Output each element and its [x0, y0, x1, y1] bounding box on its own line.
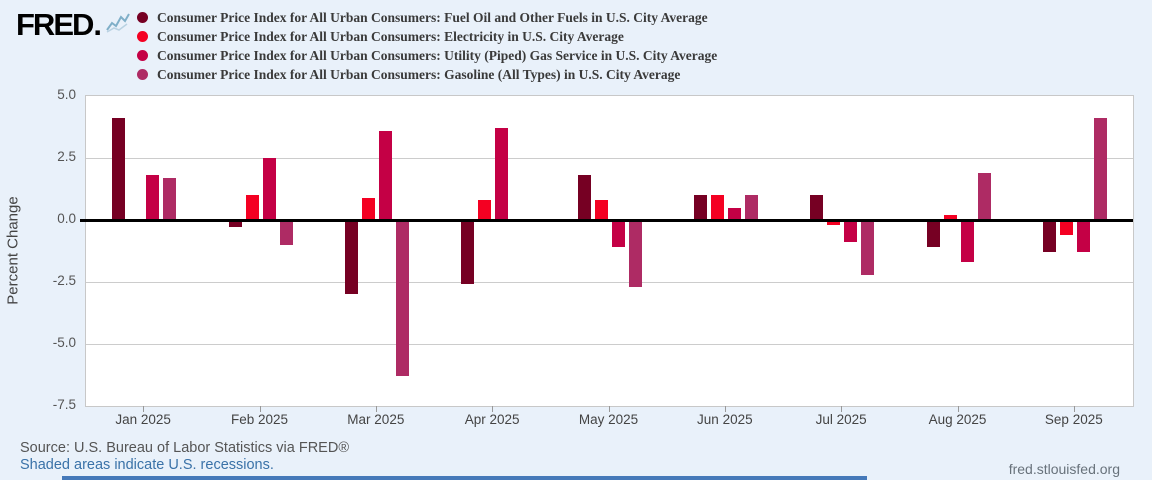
bar-gasoline-jul-2025[interactable] [861, 220, 875, 275]
bar-utility-gas-aug-2025[interactable] [960, 220, 974, 263]
bar-gasoline-sep-2025[interactable] [1093, 118, 1107, 220]
y-tick-label-2.5: 2.5 [57, 149, 76, 164]
legend-item-utility-gas: Consumer Price Index for All Urban Consu… [137, 47, 717, 64]
bar-gasoline-feb-2025[interactable] [279, 220, 293, 245]
x-tick-mark-sep-2025 [1073, 406, 1075, 412]
bar-utility-gas-sep-2025[interactable] [1076, 220, 1090, 253]
legend-label-utility-gas[interactable]: Consumer Price Index for All Urban Consu… [157, 47, 718, 63]
legend-dot-utility-gas [137, 50, 148, 61]
y-tick-label--7.5: -7.5 [52, 397, 76, 412]
y-axis-title: Percent Change [4, 196, 22, 305]
x-tick-label-mar-2025: Mar 2025 [347, 412, 405, 427]
source-note: Source: U.S. Bureau of Labor Statistics … [20, 440, 350, 456]
bar-utility-gas-apr-2025[interactable] [495, 128, 509, 220]
bottom-blue-bar [62, 476, 867, 480]
bar-fuel-oil-mar-2025[interactable] [344, 220, 358, 295]
x-tick-mark-may-2025 [608, 406, 610, 412]
bar-electricity-aug-2025[interactable] [943, 215, 957, 220]
bar-gasoline-mar-2025[interactable] [395, 220, 409, 377]
bar-fuel-oil-may-2025[interactable] [577, 175, 591, 220]
bar-electricity-sep-2025[interactable] [1059, 220, 1073, 235]
x-tick-label-apr-2025: Apr 2025 [464, 412, 520, 427]
bar-fuel-oil-feb-2025[interactable] [228, 220, 242, 228]
x-tick-label-may-2025: May 2025 [578, 412, 639, 427]
legend-item-fuel-oil: Consumer Price Index for All Urban Consu… [137, 9, 717, 26]
bar-gasoline-aug-2025[interactable] [977, 172, 991, 220]
legend-dot-electricity [137, 31, 148, 42]
plot-area [80, 95, 1134, 407]
bar-utility-gas-jun-2025[interactable] [727, 207, 741, 220]
fred-logo-dot: . [93, 7, 103, 42]
x-tick-mark-jun-2025 [724, 406, 726, 412]
bar-fuel-oil-jun-2025[interactable] [693, 195, 707, 220]
bar-electricity-mar-2025[interactable] [361, 197, 375, 220]
recession-note-link[interactable]: Shaded areas indicate U.S. recessions. [20, 457, 274, 473]
y-tick-label--5.0: -5.0 [52, 335, 76, 350]
bar-gasoline-jan-2025[interactable] [163, 177, 177, 220]
bar-utility-gas-mar-2025[interactable] [378, 130, 392, 220]
bar-electricity-jul-2025[interactable] [827, 220, 841, 225]
bar-fuel-oil-sep-2025[interactable] [1042, 220, 1056, 253]
legend-label-electricity[interactable]: Consumer Price Index for All Urban Consu… [157, 28, 624, 44]
bar-electricity-apr-2025[interactable] [478, 200, 492, 220]
bar-gasoline-may-2025[interactable] [628, 220, 642, 287]
x-tick-label-aug-2025: Aug 2025 [928, 412, 987, 427]
x-tick-mark-feb-2025 [259, 406, 261, 412]
bar-utility-gas-jan-2025[interactable] [146, 175, 160, 220]
x-tick-label-jan-2025: Jan 2025 [115, 412, 171, 427]
x-tick-mark-mar-2025 [375, 406, 377, 412]
x-tick-label-feb-2025: Feb 2025 [230, 412, 289, 427]
y-tick-label--2.5: -2.5 [52, 273, 76, 288]
x-tick-label-sep-2025: Sep 2025 [1044, 412, 1103, 427]
chart-legend: Consumer Price Index for All Urban Consu… [137, 9, 717, 83]
zero-line [80, 218, 1133, 222]
legend-item-electricity: Consumer Price Index for All Urban Consu… [137, 28, 717, 45]
bar-fuel-oil-jan-2025[interactable] [112, 118, 126, 220]
bar-fuel-oil-apr-2025[interactable] [461, 220, 475, 285]
gridline--5 [86, 343, 1133, 345]
fred-site-link[interactable]: fred.stlouisfed.org [1008, 461, 1120, 477]
fred-logo[interactable]: FRED. [16, 8, 130, 42]
x-tick-mark-jan-2025 [143, 406, 145, 412]
bar-utility-gas-may-2025[interactable] [611, 220, 625, 248]
bar-electricity-jun-2025[interactable] [710, 195, 724, 220]
bar-utility-gas-jul-2025[interactable] [844, 220, 858, 243]
x-tick-mark-apr-2025 [492, 406, 494, 412]
bar-fuel-oil-aug-2025[interactable] [926, 220, 940, 248]
legend-dot-gasoline [137, 69, 148, 80]
bar-utility-gas-feb-2025[interactable] [262, 158, 276, 220]
bar-electricity-feb-2025[interactable] [245, 195, 259, 220]
gridline--2.5 [86, 281, 1133, 283]
legend-label-gasoline[interactable]: Consumer Price Index for All Urban Consu… [157, 66, 681, 82]
bar-fuel-oil-jul-2025[interactable] [810, 195, 824, 220]
legend-item-gasoline: Consumer Price Index for All Urban Consu… [137, 66, 717, 83]
legend-label-fuel-oil[interactable]: Consumer Price Index for All Urban Consu… [157, 9, 708, 25]
bar-electricity-may-2025[interactable] [594, 200, 608, 220]
legend-dot-fuel-oil [137, 12, 148, 23]
y-tick-label-5.0: 5.0 [57, 87, 76, 102]
fred-logo-text: FRED [16, 7, 94, 42]
y-tick-label-0.0: 0.0 [57, 211, 76, 226]
bar-gasoline-jun-2025[interactable] [744, 195, 758, 220]
gridline-2.5 [86, 157, 1133, 159]
x-tick-mark-jul-2025 [841, 406, 843, 412]
x-tick-label-jun-2025: Jun 2025 [697, 412, 753, 427]
x-tick-mark-aug-2025 [957, 406, 959, 412]
fred-sparkline-icon [105, 12, 130, 38]
x-tick-label-jul-2025: Jul 2025 [815, 412, 867, 427]
